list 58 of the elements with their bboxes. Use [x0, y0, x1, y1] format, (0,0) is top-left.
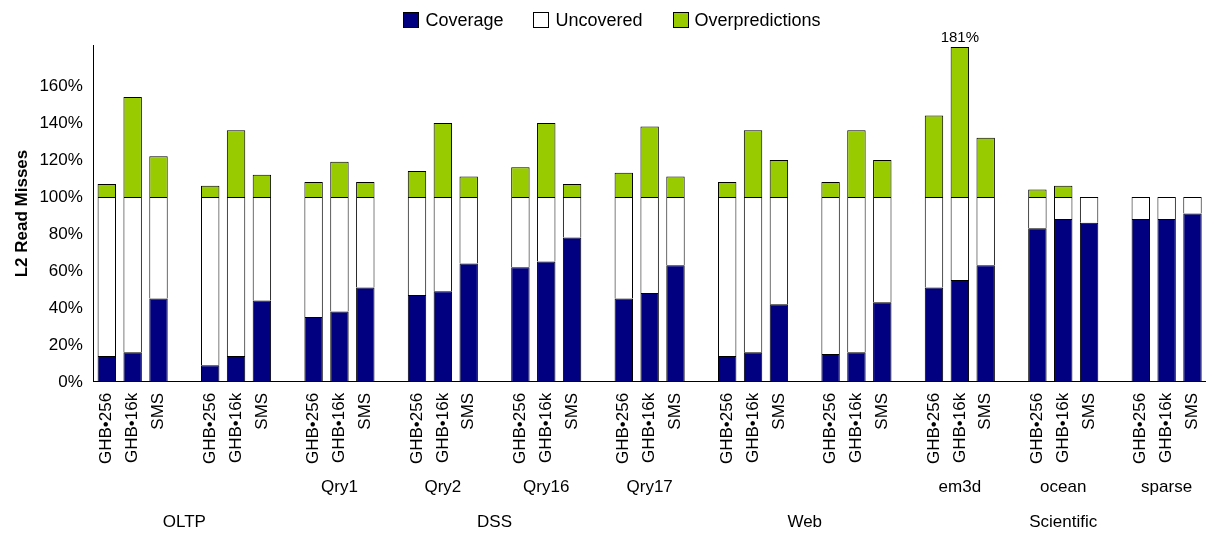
- x-tick-label: SMS: [354, 392, 374, 430]
- x-tick-label: GHB•16k: [742, 392, 762, 464]
- x-tick-label: GHB•16k: [1156, 392, 1176, 464]
- x-tick-label: SMS: [1182, 392, 1202, 430]
- x-tick-label: SMS: [251, 392, 271, 430]
- text: OLTP: [162, 511, 206, 531]
- x-tick-label: GHB•256: [716, 392, 736, 464]
- text: Qry16: [523, 476, 570, 496]
- x-tick-label: SMS: [458, 392, 478, 430]
- text: Web: [787, 511, 823, 531]
- y-tick-label: 0%: [58, 371, 83, 391]
- x-tick-label: SMS: [871, 392, 891, 430]
- text: Qry2: [424, 476, 462, 496]
- y-axis-title: L2 Read Misses: [11, 149, 31, 278]
- x-tick-label: GHB•16k: [949, 392, 969, 464]
- text: ocean: [1040, 476, 1087, 496]
- x-tick-label: GHB•256: [820, 392, 840, 464]
- legend-label: Overpredictions: [694, 9, 821, 31]
- x-tick-label: GHB•16k: [329, 392, 349, 464]
- y-tick-label: 60%: [48, 260, 83, 280]
- x-tick-label: SMS: [1078, 392, 1098, 430]
- x-tick-label: GHB•16k: [846, 392, 866, 464]
- x-tick-label: GHB•256: [1027, 392, 1047, 464]
- x-tick-label: GHB•16k: [432, 392, 452, 464]
- x-tick-label: SMS: [665, 392, 685, 430]
- x-tick-label: GHB•256: [303, 392, 323, 464]
- text: Qry1: [321, 476, 358, 496]
- text: Scientific: [1029, 511, 1098, 531]
- total-label: 181%: [940, 27, 980, 45]
- x-tick-label: SMS: [561, 392, 581, 430]
- x-tick-label: SMS: [148, 392, 168, 430]
- x-tick-label: GHB•256: [199, 392, 219, 464]
- y-tick-label: 120%: [39, 149, 83, 169]
- text: Qry17: [626, 476, 673, 496]
- x-tick-label: GHB•256: [923, 392, 943, 464]
- x-tick-label: SMS: [975, 392, 995, 430]
- y-tick-label: 80%: [48, 223, 83, 243]
- x-tick-label: GHB•256: [510, 392, 530, 464]
- y-tick-label: 140%: [39, 112, 83, 132]
- x-tick-label: GHB•256: [406, 392, 426, 464]
- legend-label: Coverage: [425, 9, 504, 31]
- x-tick-label: GHB•256: [613, 392, 633, 464]
- y-tick-label: 100%: [39, 186, 83, 206]
- x-tick-label: GHB•16k: [1052, 392, 1072, 464]
- text: DSS: [477, 511, 513, 531]
- x-tick-label: GHB•256: [1130, 392, 1150, 464]
- y-tick-label: 40%: [48, 297, 83, 317]
- x-tick-label: GHB•16k: [639, 392, 659, 464]
- y-tick-label: 160%: [39, 75, 83, 95]
- x-tick-label: GHB•16k: [535, 392, 555, 464]
- x-tick-label: GHB•16k: [225, 392, 245, 464]
- legend-label: Uncovered: [555, 9, 643, 31]
- x-tick-label: GHB•256: [96, 392, 116, 464]
- text: sparse: [1141, 476, 1193, 496]
- text: em3d: [938, 476, 982, 496]
- y-tick-label: 20%: [48, 334, 83, 354]
- x-tick-label: SMS: [768, 392, 788, 430]
- x-tick-label: GHB•16k: [122, 392, 142, 464]
